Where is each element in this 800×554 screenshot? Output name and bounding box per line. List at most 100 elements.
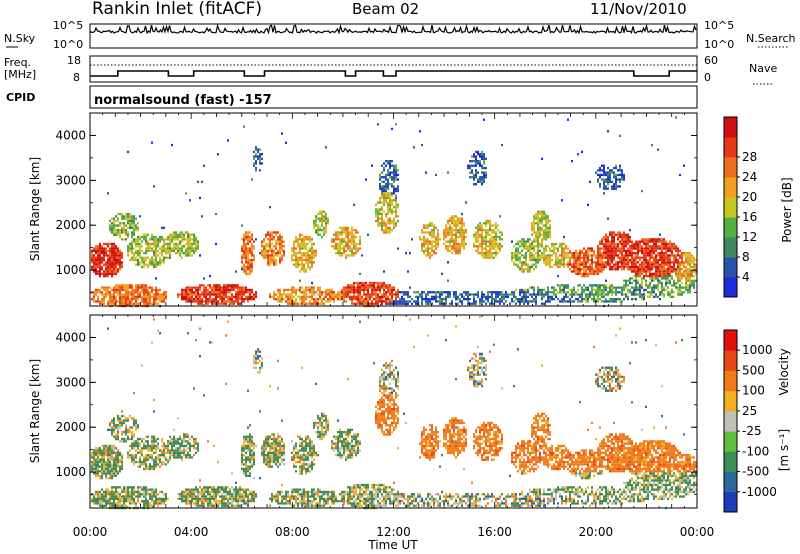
heatmap-cell xyxy=(659,275,661,278)
heatmap-cell xyxy=(435,242,437,246)
heatmap-cell xyxy=(347,284,349,287)
heatmap-cell xyxy=(373,302,375,305)
heatmap-cell xyxy=(599,247,601,250)
heatmap-cell xyxy=(139,302,141,305)
heatmap-cell xyxy=(253,150,255,154)
heatmap-cell xyxy=(481,298,483,301)
heatmap-cell xyxy=(247,235,249,239)
heatmap-cell xyxy=(217,293,219,296)
heatmap-cell xyxy=(273,245,275,248)
heatmap-cell xyxy=(115,245,117,248)
heatmap-cell xyxy=(525,252,527,255)
heatmap-cell xyxy=(311,281,313,285)
heatmap-cell xyxy=(119,300,121,303)
heatmap-cell xyxy=(621,258,623,262)
heatmap-cell xyxy=(129,226,131,229)
heatmap-cell xyxy=(383,286,385,289)
heatmap-cell xyxy=(195,249,197,252)
heatmap-cell xyxy=(479,252,481,255)
heatmap-cell xyxy=(111,456,113,459)
heatmap-cell xyxy=(637,275,639,278)
heatmap-cell xyxy=(577,261,579,264)
heatmap-cell xyxy=(113,252,115,255)
heatmap-cell xyxy=(139,215,141,218)
heatmap-cell xyxy=(125,288,127,292)
heatmap-cell xyxy=(561,284,563,287)
heatmap-cell xyxy=(127,293,129,296)
heatmap-cell xyxy=(671,284,673,287)
heatmap-cell xyxy=(347,233,349,236)
heatmap-cell xyxy=(669,275,671,278)
heatmap-cell xyxy=(675,270,677,273)
colorbar-tick-label: 8 xyxy=(742,250,750,264)
heatmap-cell xyxy=(325,300,327,303)
heatmap-cell xyxy=(461,219,463,223)
heatmap-cell xyxy=(323,226,325,229)
heatmap-cell xyxy=(599,176,601,179)
heatmap-cell xyxy=(123,295,125,298)
heatmap-cell xyxy=(487,256,489,259)
heatmap-cell xyxy=(259,160,261,163)
heatmap-cell xyxy=(597,284,599,287)
heatmap-cell xyxy=(323,210,325,213)
heatmap-cell xyxy=(527,249,529,252)
heatmap-cell xyxy=(95,472,97,475)
heatmap-cell xyxy=(389,173,391,177)
heatmap-cell xyxy=(101,454,103,457)
heatmap-cell xyxy=(517,258,519,262)
heatmap-cell xyxy=(311,254,313,257)
heatmap-cell xyxy=(107,472,109,475)
heatmap-cell xyxy=(199,288,201,292)
heatmap-cell xyxy=(495,252,497,255)
heatmap-cell xyxy=(501,295,503,298)
heatmap-cell xyxy=(651,288,653,292)
heatmap-cell xyxy=(609,254,611,257)
heatmap-cell xyxy=(273,238,275,241)
heatmap-cell xyxy=(467,164,469,167)
heatmap-cell xyxy=(325,226,327,229)
heatmap-cell xyxy=(103,293,105,296)
heatmap-cell xyxy=(93,298,95,301)
heatmap-cell xyxy=(339,298,341,301)
heatmap-cell xyxy=(597,295,599,298)
heatmap-cell xyxy=(475,150,477,154)
heatmap-cell xyxy=(503,293,505,296)
heatmap-cell xyxy=(325,146,327,149)
heatmap-cell xyxy=(583,256,585,259)
heatmap-cell xyxy=(125,229,127,232)
heatmap-cell xyxy=(325,295,327,298)
heatmap-cell xyxy=(609,298,611,301)
heatmap-cell xyxy=(601,254,603,257)
heatmap-cell xyxy=(561,247,563,250)
heatmap-cell xyxy=(621,233,623,236)
range-tick-label: 2000 xyxy=(55,218,86,232)
heatmap-cell xyxy=(615,261,617,264)
heatmap-cell xyxy=(515,298,517,301)
heatmap-cell xyxy=(91,258,93,262)
heatmap-cell xyxy=(383,187,385,190)
heatmap-cell xyxy=(659,254,661,257)
heatmap-cell xyxy=(667,275,669,278)
heatmap-cell xyxy=(391,199,393,202)
heatmap-cell xyxy=(603,235,605,239)
heatmap-cell xyxy=(337,233,339,236)
heatmap-cell xyxy=(525,300,527,303)
heatmap-cell xyxy=(265,245,267,248)
heatmap-cell xyxy=(591,288,593,292)
heatmap-cell xyxy=(431,240,433,243)
heatmap-cell xyxy=(625,238,627,241)
heatmap-cell xyxy=(393,210,395,213)
heatmap-cell xyxy=(299,252,301,255)
heatmap-cell xyxy=(641,245,643,248)
heatmap-cell xyxy=(105,275,107,278)
heatmap-cell xyxy=(475,157,477,160)
heatmap-cell xyxy=(661,263,663,266)
heatmap-cell xyxy=(269,235,271,239)
heatmap-cell xyxy=(173,233,175,236)
heatmap-cell xyxy=(665,279,667,282)
heatmap-cell xyxy=(115,265,117,269)
heatmap-cell xyxy=(623,178,625,181)
heatmap-cell xyxy=(309,265,311,269)
heatmap-cell xyxy=(351,302,353,305)
heatmap-cell xyxy=(443,229,445,232)
